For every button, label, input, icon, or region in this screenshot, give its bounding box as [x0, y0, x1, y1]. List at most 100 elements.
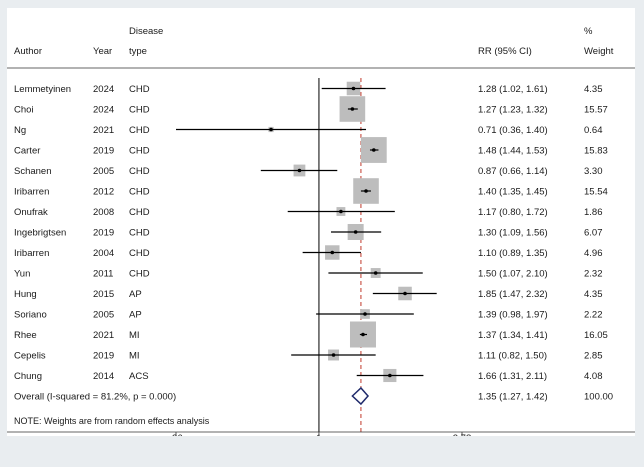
- overall-rr-ci: 1.35 (1.27, 1.42): [478, 392, 548, 403]
- study-rr-ci: 1.30 (1.09, 1.56): [478, 228, 548, 239]
- study-weight: 6.07: [584, 228, 603, 239]
- header-type: type: [129, 46, 147, 57]
- x-axis-tick-label: 1: [316, 433, 321, 436]
- study-weight: 4.96: [584, 248, 603, 259]
- study-year: 2021: [93, 330, 114, 341]
- study-year: 2015: [93, 289, 114, 300]
- study-disease-type: CHD: [129, 84, 150, 95]
- study-weight: 4.08: [584, 371, 603, 382]
- study-rr-ci: 1.66 (1.31, 2.11): [478, 371, 547, 382]
- study-weight: 4.35: [584, 289, 603, 300]
- study-disease-type: CHD: [129, 207, 150, 218]
- study-author: Iribarren: [14, 187, 49, 198]
- study-year: 2019: [93, 228, 114, 239]
- x-axis-tick-label: .36: [169, 433, 182, 436]
- study-year: 2004: [93, 248, 114, 259]
- overall-weight: 100.00: [584, 392, 613, 403]
- study-author: Soriano: [14, 310, 47, 321]
- study-disease-type: CHD: [129, 146, 150, 157]
- study-point-estimate: [403, 291, 407, 296]
- study-year: 2005: [93, 166, 114, 177]
- study-point-estimate: [339, 209, 343, 214]
- study-weight: 2.85: [584, 351, 603, 362]
- x-axis-tick-label: 2.78: [453, 433, 472, 436]
- study-point-estimate: [364, 189, 368, 193]
- study-rr-ci: 1.37 (1.34, 1.41): [478, 330, 548, 341]
- study-year: 2011: [93, 269, 113, 280]
- study-year: 2012: [93, 187, 114, 198]
- study-weight: 16.05: [584, 330, 608, 341]
- study-point-estimate: [269, 127, 273, 132]
- study-disease-type: CHD: [129, 105, 150, 116]
- header-year: Year: [93, 46, 112, 57]
- study-weight: 1.86: [584, 207, 603, 218]
- study-year: 2021: [93, 125, 114, 136]
- study-rr-ci: 0.87 (0.66, 1.14): [478, 166, 548, 177]
- study-year: 2019: [93, 351, 114, 362]
- study-rr-ci: 1.11 (0.82, 1.50): [478, 351, 547, 362]
- study-point-estimate: [297, 168, 302, 173]
- study-weight: 4.35: [584, 84, 603, 95]
- study-rr-ci: 1.28 (1.02, 1.61): [478, 84, 548, 95]
- study-weight: 3.30: [584, 166, 603, 177]
- header-disease: Disease: [129, 26, 163, 37]
- study-year: 2019: [93, 146, 114, 157]
- header-weight: Weight: [584, 46, 614, 57]
- forest-plot-panel: Disease% Author Year type RR (95% CI) Weight L…: [7, 8, 635, 436]
- study-author: Ingebrigtsen: [14, 228, 66, 239]
- study-rr-ci: 1.50 (1.07, 2.10): [478, 269, 548, 280]
- study-disease-type: CHD: [129, 269, 150, 280]
- study-point-estimate: [371, 148, 376, 152]
- study-year: 2024: [93, 105, 114, 116]
- study-point-estimate: [361, 332, 365, 337]
- study-weight: 15.54: [584, 187, 608, 198]
- study-rr-ci: 1.17 (0.80, 1.72): [478, 207, 548, 218]
- study-author: Ng: [14, 125, 26, 136]
- overall-diamond: [351, 386, 370, 406]
- study-author: Rhee: [14, 330, 37, 341]
- study-disease-type: ACS: [129, 371, 149, 382]
- study-rr-ci: 1.48 (1.44, 1.53): [478, 146, 548, 157]
- header-author: Author: [14, 46, 42, 57]
- study-author: Iribarren: [14, 248, 49, 259]
- study-disease-type: CHD: [129, 125, 150, 136]
- study-weight: 2.22: [584, 310, 603, 321]
- study-disease-type: CHD: [129, 248, 150, 259]
- study-point-estimate: [353, 230, 358, 234]
- study-author: Schanen: [14, 166, 52, 177]
- study-point-estimate: [363, 312, 367, 316]
- forest-plot: Disease % Author Year type RR (95% CI) Weight L…: [7, 26, 635, 436]
- header-weight-percent: %: [584, 26, 593, 37]
- weights-note: NOTE: Weights are from random effects an…: [14, 416, 210, 426]
- study-point-estimate: [330, 250, 335, 255]
- study-rr-ci: 1.40 (1.35, 1.45): [478, 187, 548, 198]
- study-weight: 2.32: [584, 269, 603, 280]
- study-author: Carter: [14, 146, 40, 157]
- study-disease-type: CHD: [129, 187, 150, 198]
- study-author: Choi: [14, 105, 34, 116]
- study-point-estimate: [350, 107, 355, 111]
- study-point-estimate: [351, 86, 356, 91]
- study-disease-type: MI: [129, 330, 140, 341]
- study-year: 2008: [93, 207, 114, 218]
- study-year: 2014: [93, 371, 114, 382]
- study-rr-ci: 1.10 (0.89, 1.35): [478, 248, 548, 259]
- study-point-estimate: [373, 271, 378, 275]
- overall-label: Overall (I-squared = 81.2%, p = 0.000): [14, 392, 176, 403]
- study-disease-type: CHD: [129, 166, 150, 177]
- study-author: Cepelis: [14, 351, 46, 362]
- study-point-estimate: [331, 353, 336, 357]
- study-rr-ci: 0.71 (0.36, 1.40): [478, 125, 548, 136]
- study-rr-ci: 1.27 (1.23, 1.32): [478, 105, 548, 116]
- study-author: Onufrak: [14, 207, 48, 218]
- study-point-estimate: [388, 373, 392, 378]
- study-year: 2024: [93, 84, 114, 95]
- study-disease-type: CHD: [129, 228, 150, 239]
- study-author: Hung: [14, 289, 37, 300]
- study-disease-type: AP: [129, 310, 142, 321]
- study-author: Lemmetyinen: [14, 84, 71, 95]
- study-year: 2005: [93, 310, 114, 321]
- study-rr-ci: 1.39 (0.98, 1.97): [478, 310, 548, 321]
- study-weight: 15.57: [584, 105, 608, 116]
- study-author: Chung: [14, 371, 42, 382]
